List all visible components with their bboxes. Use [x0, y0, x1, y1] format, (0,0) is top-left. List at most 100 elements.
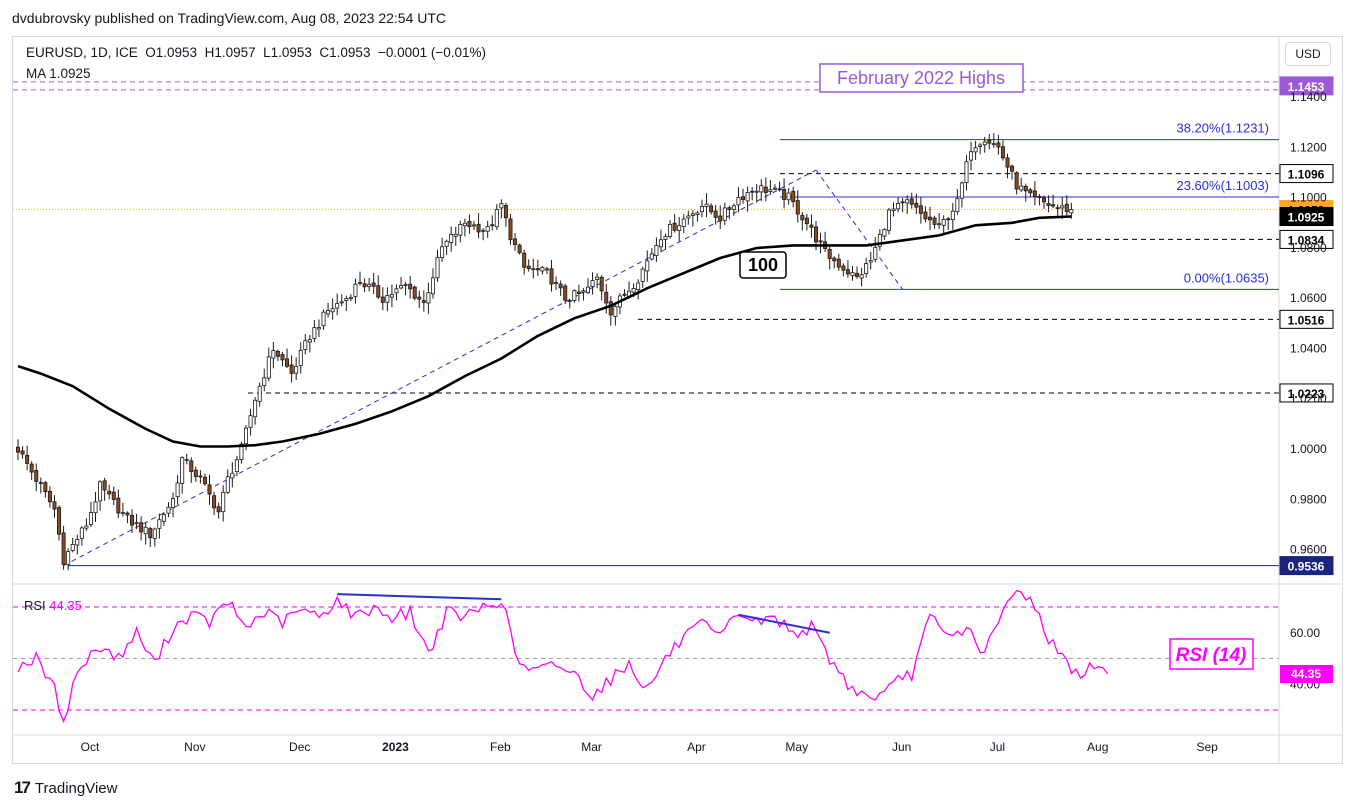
candle-body	[257, 385, 262, 402]
candle-body	[613, 306, 618, 317]
price-label-box	[1279, 309, 1334, 329]
candle-body	[239, 443, 244, 461]
candle-body	[558, 283, 563, 289]
candle-body	[107, 490, 112, 495]
fib-label: 38.20%(1.1231)	[1176, 121, 1269, 136]
rsi-line	[17, 589, 1109, 724]
candle-body	[576, 291, 581, 294]
candlestick-series	[15, 133, 1074, 571]
candle-body	[955, 198, 960, 213]
candle-body	[1037, 195, 1042, 199]
candle-body	[1060, 205, 1065, 209]
candle-body	[991, 143, 996, 146]
tradingview-logo-icon: 17	[14, 778, 31, 797]
candle-body	[440, 246, 445, 258]
candle-body	[303, 340, 308, 350]
candle-body	[686, 215, 691, 219]
candle-body	[285, 358, 290, 367]
candle-body	[645, 260, 650, 272]
time-tick-label: Mar	[581, 740, 602, 754]
candle-body	[1019, 185, 1024, 191]
moving-average	[17, 215, 1072, 448]
candle-body	[608, 301, 613, 316]
grid	[13, 37, 1343, 764]
candle-body	[166, 506, 171, 514]
price-tick-label: 1.1200	[1290, 140, 1327, 154]
candle-body	[102, 480, 107, 491]
candle-body	[134, 522, 139, 525]
candle-body	[180, 457, 185, 484]
candle-body	[367, 284, 372, 287]
candle-body	[1064, 203, 1069, 213]
trendline	[815, 169, 904, 290]
candle-body	[668, 224, 673, 237]
candle-body	[129, 515, 134, 526]
time-tick-label: Feb	[490, 740, 511, 754]
candle-body	[316, 327, 321, 330]
candle-body	[111, 491, 116, 500]
candle-body	[741, 196, 746, 200]
candle-body	[175, 482, 180, 498]
candle-body	[604, 291, 609, 304]
candle-body	[973, 147, 978, 153]
candle-body	[376, 285, 381, 298]
time-tick-label: Aug	[1087, 740, 1108, 754]
candle-body	[918, 205, 923, 214]
price-label-box	[1279, 164, 1334, 184]
candle-body	[79, 527, 84, 539]
candle-body	[873, 246, 878, 260]
candle-body	[750, 190, 755, 193]
candle-body	[362, 283, 367, 288]
fibonacci-levels: 38.20%(1.1231) 23.60%(1.1003) 0.00%(1.0635…	[780, 121, 1279, 290]
candle-body	[481, 229, 486, 232]
candle-body	[554, 282, 559, 284]
candle-body	[914, 202, 919, 208]
candle-body	[964, 161, 969, 183]
candle-body	[385, 294, 390, 303]
candle-body	[1051, 204, 1056, 207]
candle-body	[544, 268, 549, 271]
candle-body	[845, 269, 850, 275]
price-label-box	[1279, 556, 1334, 576]
rsi-value-label: 44.35	[1291, 667, 1321, 681]
candle-body	[458, 224, 463, 236]
candle-body	[996, 142, 1001, 148]
candle-body	[253, 399, 258, 418]
publisher-caption: dvdubrovsky published on TradingView.com…	[12, 10, 447, 26]
candle-body	[298, 349, 303, 366]
candle-body	[772, 187, 777, 190]
price-label: 1.0925	[1288, 211, 1325, 225]
candle-body	[202, 476, 207, 485]
candle-body	[1046, 203, 1051, 206]
candle-body	[453, 233, 458, 237]
price-tick-label: 1.0200	[1290, 392, 1327, 406]
candle-body	[84, 525, 89, 529]
price-tick-label: 1.0000	[1290, 442, 1327, 456]
candle-body	[184, 459, 189, 461]
symbol-legend: EURUSD, 1D, ICE O1.0953 H1.0957 L1.0953 …	[26, 45, 487, 60]
time-tick-label: Jul	[990, 740, 1005, 754]
candle-body	[1014, 172, 1019, 190]
footer-brand[interactable]: 17 TradingView	[14, 778, 117, 798]
candle-body	[969, 151, 974, 161]
candle-body	[243, 427, 248, 445]
currency-button[interactable]: USD	[1285, 42, 1331, 66]
price-label-box	[1279, 229, 1334, 249]
candle-body	[29, 463, 34, 473]
candle-body	[1028, 189, 1033, 194]
price-tick-label: 1.0400	[1290, 341, 1327, 355]
candle-body	[403, 284, 408, 286]
candle-body	[941, 218, 946, 226]
candle-body	[449, 234, 454, 243]
candle-body	[426, 292, 431, 304]
candle-body	[896, 202, 901, 210]
candle-body	[20, 450, 25, 455]
candle-body	[116, 497, 121, 514]
candle-body	[586, 286, 591, 293]
candle-body	[476, 223, 481, 233]
candle-body	[882, 229, 887, 237]
candle-body	[782, 188, 787, 200]
candle-body	[98, 481, 103, 502]
